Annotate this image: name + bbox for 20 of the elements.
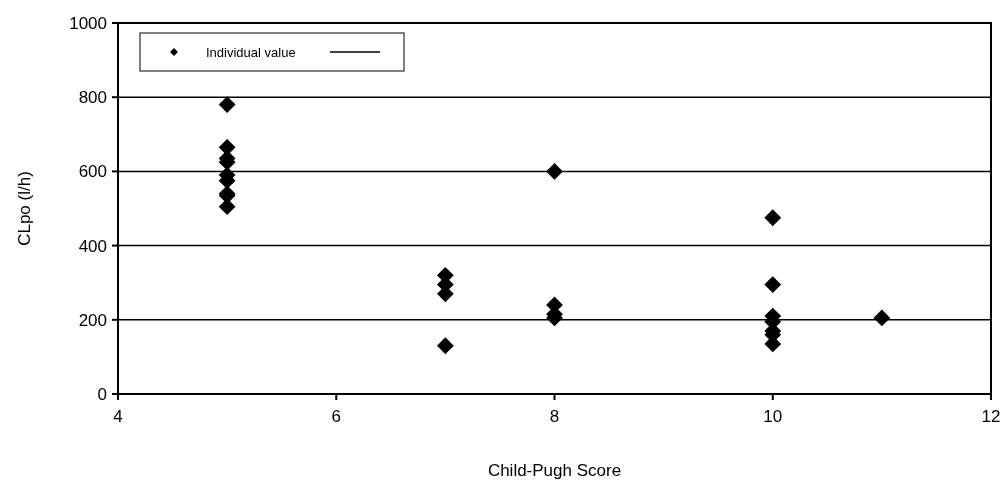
- point: [873, 309, 891, 327]
- x-tick-label: 10: [763, 407, 783, 426]
- point: [546, 163, 563, 180]
- y-tick-label: 800: [78, 88, 107, 108]
- x-tick-label: 12: [981, 407, 1001, 426]
- y-tick-label: 1000: [69, 13, 107, 33]
- x-tick-label: 4: [113, 407, 123, 426]
- y-tick-label: 400: [78, 236, 107, 256]
- point: [436, 337, 454, 355]
- x-tick-label: 8: [549, 407, 560, 426]
- y-tick-label: 600: [78, 162, 107, 182]
- y-tick-label: 200: [78, 310, 107, 330]
- x-tick-label: 6: [331, 407, 341, 426]
- point: [764, 276, 782, 293]
- y-tick-label: 0: [97, 384, 107, 404]
- point: [764, 209, 782, 227]
- legend-label: Individual value: [206, 44, 296, 60]
- y-axis-title: CLpo (l/h): [15, 171, 34, 246]
- x-axis-title: Child-Pugh Score: [487, 461, 622, 480]
- point: [218, 96, 236, 114]
